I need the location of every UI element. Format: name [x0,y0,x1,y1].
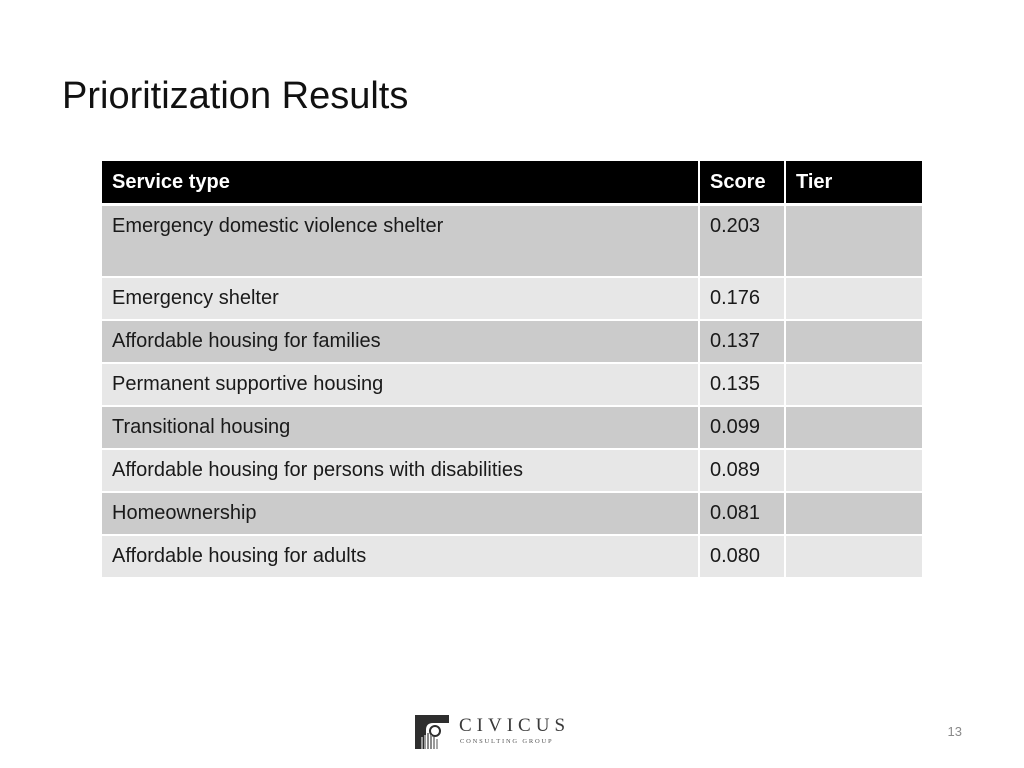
prioritization-results-table: Service type Score Tier Emergency domest… [102,161,922,577]
score-cell: 0.089 [698,448,786,493]
service-type-cell: Affordable housing for adults [102,534,700,577]
table-row: Transitional housing 0.099 [102,405,922,450]
table-header-row: Service type Score Tier [102,161,922,206]
tier-cell [784,405,922,450]
tier-cell [784,203,922,278]
service-type-cell: Homeownership [102,491,700,536]
logo-wordmark: CIVICUS [459,715,571,736]
table-row: Affordable housing for families 0.137 [102,319,922,364]
score-cell: 0.176 [698,276,786,321]
civicus-logo: CIVICUS CONSULTING GROUP [413,713,573,753]
table-row: Permanent supportive housing 0.135 [102,362,922,407]
score-cell: 0.203 [698,203,786,278]
column-header-tier: Tier [784,161,922,206]
score-cell: 0.080 [698,534,786,577]
tier-cell [784,362,922,407]
score-cell: 0.137 [698,319,786,364]
score-cell: 0.135 [698,362,786,407]
score-cell: 0.081 [698,491,786,536]
column-header-service-type: Service type [102,161,700,206]
column-header-score: Score [698,161,786,206]
table-row: Homeownership 0.081 [102,491,922,536]
logo-tagline: CONSULTING GROUP [460,738,554,745]
service-type-cell: Emergency shelter [102,276,700,321]
slide-title: Prioritization Results [62,75,409,117]
service-type-cell: Emergency domestic violence shelter [102,203,700,278]
tier-cell [784,448,922,493]
tier-cell [784,276,922,321]
tier-cell [784,319,922,364]
table-row: Emergency domestic violence shelter 0.20… [102,203,922,278]
table-row: Emergency shelter 0.176 [102,276,922,321]
table-body: Emergency domestic violence shelter 0.20… [102,203,922,577]
table-row: Affordable housing for adults 0.080 [102,534,922,577]
service-type-cell: Transitional housing [102,405,700,450]
service-type-cell: Affordable housing for families [102,319,700,364]
tier-cell [784,534,922,577]
score-cell: 0.099 [698,405,786,450]
service-type-cell: Affordable housing for persons with disa… [102,448,700,493]
service-type-cell: Permanent supportive housing [102,362,700,407]
civicus-column-logo-icon [414,714,450,750]
tier-cell [784,491,922,536]
page-number: 13 [947,724,962,739]
table-header: Service type Score Tier [102,161,922,206]
table-row: Affordable housing for persons with disa… [102,448,922,493]
